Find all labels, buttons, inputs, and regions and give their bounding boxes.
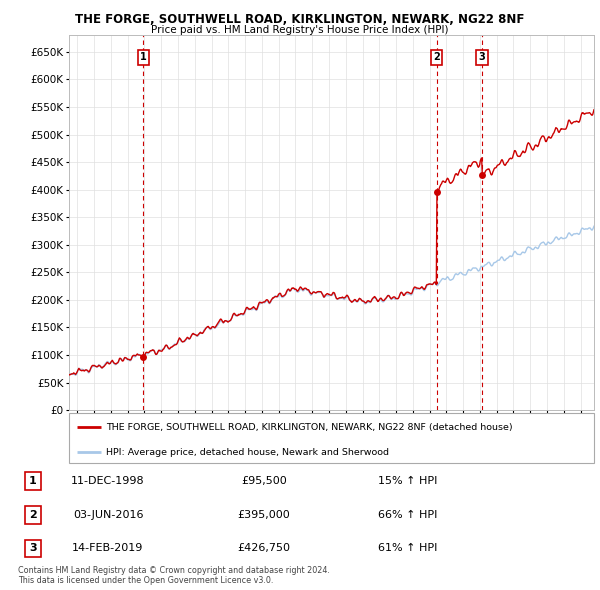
Text: 66% ↑ HPI: 66% ↑ HPI [379, 510, 437, 520]
Text: 61% ↑ HPI: 61% ↑ HPI [379, 543, 437, 553]
Text: 2: 2 [433, 53, 440, 63]
Text: 03-JUN-2016: 03-JUN-2016 [73, 510, 143, 520]
Text: 11-DEC-1998: 11-DEC-1998 [71, 476, 145, 486]
Text: £395,000: £395,000 [238, 510, 290, 520]
Text: HPI: Average price, detached house, Newark and Sherwood: HPI: Average price, detached house, Newa… [106, 448, 389, 457]
Text: 2: 2 [29, 510, 37, 520]
Text: 1: 1 [140, 53, 147, 63]
Text: 15% ↑ HPI: 15% ↑ HPI [379, 476, 437, 486]
Text: 14-FEB-2019: 14-FEB-2019 [73, 543, 143, 553]
Text: £95,500: £95,500 [241, 476, 287, 486]
FancyBboxPatch shape [69, 413, 594, 463]
Text: 3: 3 [479, 53, 485, 63]
Text: Contains HM Land Registry data © Crown copyright and database right 2024.
This d: Contains HM Land Registry data © Crown c… [18, 566, 330, 585]
Text: 1: 1 [29, 476, 37, 486]
Text: Price paid vs. HM Land Registry's House Price Index (HPI): Price paid vs. HM Land Registry's House … [151, 25, 449, 35]
Text: £426,750: £426,750 [238, 543, 290, 553]
Text: THE FORGE, SOUTHWELL ROAD, KIRKLINGTON, NEWARK, NG22 8NF: THE FORGE, SOUTHWELL ROAD, KIRKLINGTON, … [76, 13, 524, 26]
Text: THE FORGE, SOUTHWELL ROAD, KIRKLINGTON, NEWARK, NG22 8NF (detached house): THE FORGE, SOUTHWELL ROAD, KIRKLINGTON, … [106, 422, 512, 431]
Text: 3: 3 [29, 543, 37, 553]
